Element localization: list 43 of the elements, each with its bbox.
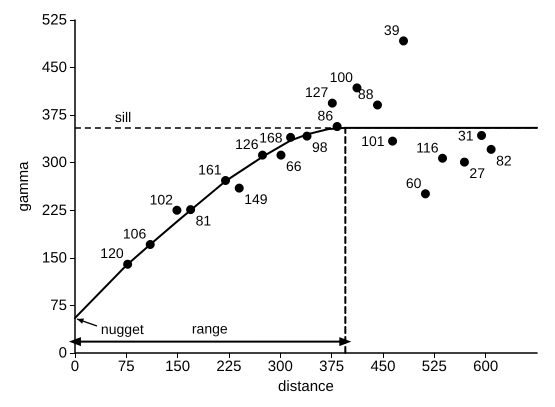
x-tick-label: 300 [268,358,293,375]
y-tick-label: 300 [42,154,67,172]
annotation: 81 [196,212,212,229]
y-tick-label: 375 [42,106,67,124]
annotation: 88 [358,86,374,102]
y-tick-label: 225 [42,202,67,219]
ref-line-label: sill [114,108,132,125]
annotation: 60 [406,174,422,191]
y-tick-label: 75 [50,296,67,314]
y-tick-label: 0 [58,344,67,362]
x-axis-title: distance [278,378,334,395]
annotation: 161 [198,161,222,178]
x-tick-label: 450 [370,358,396,375]
annotation: 98 [312,139,328,156]
annotation: 86 [318,108,334,124]
annotation: 116 [416,139,439,156]
annotation: 149 [244,191,268,208]
x-tick-label: 150 [165,358,190,375]
annotation: 120 [100,245,124,262]
x-tick-label: 75 [118,358,135,375]
annotation: range [192,320,228,337]
annotation: 101 [361,133,385,150]
annotation: 100 [330,68,354,85]
annotation: 102 [150,191,174,208]
annotation: 39 [384,22,400,38]
annotation: nugget [100,321,144,338]
y-tick-label: 450 [42,59,67,76]
annotation: 106 [122,226,146,242]
y-axis-title: gamma [15,160,32,212]
x-tick-label: 600 [473,358,498,375]
annotation: 127 [304,84,329,100]
y-tick-label: 150 [42,249,67,266]
x-tick-label: 225 [216,358,242,375]
x-tick-label: 375 [319,358,344,375]
annotation: 126 [235,136,259,152]
annotation: 66 [286,158,302,174]
annotation: 27 [469,165,486,182]
x-tick-label: 0 [70,358,80,375]
x-tick-label: 525 [422,358,447,375]
annotation: 82 [496,152,512,168]
annotation: 168 [259,129,283,146]
annotation: 31 [458,127,474,144]
y-tick-label: 525 [42,12,67,28]
